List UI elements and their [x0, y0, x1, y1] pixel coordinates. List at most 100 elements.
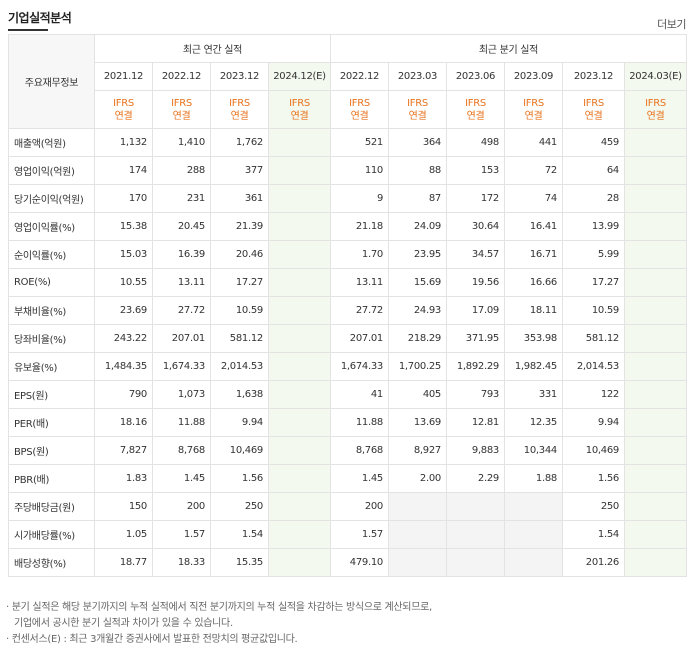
table-cell: 21.39 — [210, 212, 269, 241]
table-row: 유보율(%) 1,484.35 1,674.33 2,014.53 1,674.33 1,… — [8, 352, 687, 381]
table-row: 영업이익률(%) 15.38 20.45 21.39 21.18 24.09 30.64 16… — [8, 212, 687, 241]
table-cell: 15.03 — [94, 240, 153, 269]
table-cell: 353.98 — [504, 324, 563, 353]
table-cell: 24.93 — [388, 296, 447, 325]
table-cell: 371.95 — [446, 324, 505, 353]
table-cell — [624, 128, 687, 157]
table-cell: 15.35 — [210, 548, 269, 577]
table-cell: 24.09 — [388, 212, 447, 241]
table-cell: 30.64 — [446, 212, 505, 241]
table-cell: 27.72 — [330, 296, 389, 325]
table-cell — [268, 380, 331, 409]
table-cell: 1,892.29 — [446, 352, 505, 381]
table-cell: 288 — [152, 156, 211, 185]
quarter-group-header: 최근 분기 실적 — [330, 34, 687, 63]
table-cell: 172 — [446, 184, 505, 213]
table-cell: 88 — [388, 156, 447, 185]
ifrs-label: IFRS 연결 — [152, 90, 211, 129]
table-row: 당기순이익(억원) 170 231 361 9 87 172 74 28 — [8, 184, 687, 213]
table-row: 주당배당금(원) 150 200 250 200 250 — [8, 492, 687, 521]
table-cell: 13.11 — [330, 268, 389, 297]
more-link[interactable]: 더보기 — [657, 18, 686, 31]
row-label: 당기순이익(억원) — [8, 184, 95, 213]
table-cell: 1,410 — [152, 128, 211, 157]
period-header: 2023.09 — [504, 62, 563, 91]
table-cell: 13.99 — [562, 212, 625, 241]
ifrs-label: IFRS 연결 — [388, 90, 447, 129]
table-cell: 23.95 — [388, 240, 447, 269]
table-row: EPS(원) 790 1,073 1,638 41 405 793 331 122 — [8, 380, 687, 409]
table-cell — [268, 268, 331, 297]
row-label: 당좌비율(%) — [8, 324, 95, 353]
table-cell: 581.12 — [210, 324, 269, 353]
ifrs-consolidated: 연결 — [524, 110, 543, 122]
table-cell: 72 — [504, 156, 563, 185]
table-cell: 87 — [388, 184, 447, 213]
table-cell: 479.10 — [330, 548, 389, 577]
table-cell — [388, 520, 447, 549]
table-cell: 1,674.33 — [152, 352, 211, 381]
table-cell — [624, 352, 687, 381]
section-title: 기업실적분석 — [8, 11, 72, 25]
table-cell: 1.83 — [94, 464, 153, 493]
table-cell: 9 — [330, 184, 389, 213]
table-cell: 250 — [210, 492, 269, 521]
table-row: 당좌비율(%) 243.22 207.01 581.12 207.01 218.29 371… — [8, 324, 687, 353]
period-header: 2023.12 — [562, 62, 625, 91]
ifrs-label: IFRS 연결 — [446, 90, 505, 129]
table-cell: 2.29 — [446, 464, 505, 493]
table-cell: 1.57 — [152, 520, 211, 549]
table-cell: 793 — [446, 380, 505, 409]
table-cell: 10,344 — [504, 436, 563, 465]
table-cell: 250 — [562, 492, 625, 521]
row-label: 배당성향(%) — [8, 548, 95, 577]
table-row: ROE(%) 10.55 13.11 17.27 13.11 15.69 19.56 16.6… — [8, 268, 687, 297]
table-cell: 64 — [562, 156, 625, 185]
table-cell: 16.71 — [504, 240, 563, 269]
table-cell — [504, 520, 563, 549]
table-cell: 1.45 — [152, 464, 211, 493]
ifrs-consolidated: 연결 — [290, 110, 309, 122]
table-cell: 23.69 — [94, 296, 153, 325]
ifrs-standard: IFRS — [645, 97, 666, 109]
note-1: · 분기 실적은 해당 분기까지의 누적 실적에서 직전 분기까지의 누적 실적… — [6, 602, 432, 613]
ifrs-label: IFRS 연결 — [330, 90, 389, 129]
row-label: 시가배당률(%) — [8, 520, 95, 549]
note-2: 기업에서 공시한 분기 실적과 차이가 있을 수 있습니다. — [14, 618, 233, 629]
table-cell: 9,883 — [446, 436, 505, 465]
ifrs-standard: IFRS — [113, 97, 134, 109]
table-cell — [624, 408, 687, 437]
table-row: 부채비율(%) 23.69 27.72 10.59 27.72 24.93 17.09 18.… — [8, 296, 687, 325]
table-cell — [268, 156, 331, 185]
period-header: 2023.03 — [388, 62, 447, 91]
table-cell — [268, 296, 331, 325]
row-label: 유보율(%) — [8, 352, 95, 381]
period-header: 2024.03(E) — [624, 62, 687, 91]
table-cell: 19.56 — [446, 268, 505, 297]
table-cell: 10.55 — [94, 268, 153, 297]
table-row: 순이익률(%) 15.03 16.39 20.46 1.70 23.95 34.57 16.7… — [8, 240, 687, 269]
ifrs-standard: IFRS — [289, 97, 310, 109]
table-cell: 13.69 — [388, 408, 447, 437]
ifrs-label: IFRS 연결 — [562, 90, 625, 129]
table-cell: 1.54 — [210, 520, 269, 549]
row-label: EPS(원) — [8, 380, 95, 409]
table-cell: 20.45 — [152, 212, 211, 241]
table-cell: 122 — [562, 380, 625, 409]
table-cell — [268, 492, 331, 521]
table-cell: 18.33 — [152, 548, 211, 577]
table-cell: 153 — [446, 156, 505, 185]
table-row: PBR(배) 1.83 1.45 1.56 1.45 2.00 2.29 1.88 1.56 — [8, 464, 687, 493]
table-cell — [446, 548, 505, 577]
table-cell: 13.11 — [152, 268, 211, 297]
table-cell — [268, 128, 331, 157]
table-cell: 16.39 — [152, 240, 211, 269]
ifrs-label: IFRS 연결 — [94, 90, 153, 129]
row-label: 부채비율(%) — [8, 296, 95, 325]
table-cell: 1.45 — [330, 464, 389, 493]
table-row: PER(배) 18.16 11.88 9.94 11.88 13.69 12.81 12.35… — [8, 408, 687, 437]
table-cell: 10,469 — [562, 436, 625, 465]
table-row: BPS(원) 7,827 8,768 10,469 8,768 8,927 9,883 10,… — [8, 436, 687, 465]
period-header: 2023.12 — [210, 62, 269, 91]
table-cell: 11.88 — [152, 408, 211, 437]
